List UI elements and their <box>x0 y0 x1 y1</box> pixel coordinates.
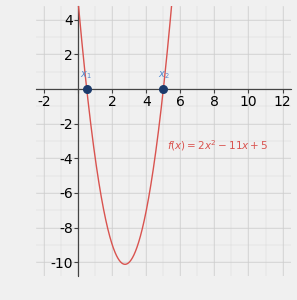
Text: $f(x) = 2x^2 - 11x + 5$: $f(x) = 2x^2 - 11x + 5$ <box>167 138 268 153</box>
Point <box>84 87 89 92</box>
Point <box>161 87 166 92</box>
Text: $x_2$: $x_2$ <box>158 70 170 81</box>
Text: $x_1$: $x_1$ <box>80 70 92 81</box>
